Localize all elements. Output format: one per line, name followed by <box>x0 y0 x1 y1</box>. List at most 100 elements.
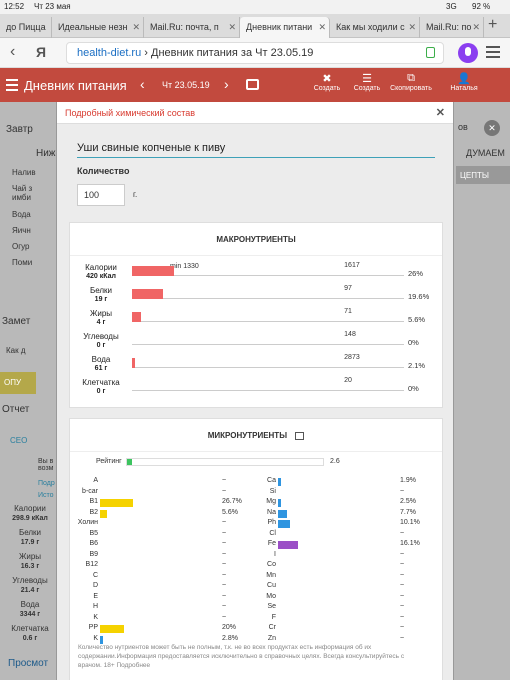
close-icon[interactable]: ✕ <box>408 22 416 32</box>
browser-tab[interactable]: ✕ Mail.Ru: почта, п <box>144 17 240 38</box>
status-date: Чт 23 мая <box>34 2 71 11</box>
nutrient-name: F <box>271 613 276 621</box>
nutrient-name: E <box>93 592 98 600</box>
nutrient-value: ~ <box>222 582 227 589</box>
nutrient-value: ~ <box>400 624 405 631</box>
browser-tab-active[interactable]: ✕ Дневник питани <box>240 17 330 38</box>
macro-percent: 5.6% <box>408 315 426 324</box>
user-menu[interactable]: 👤 Наталья <box>444 72 484 92</box>
micro-footnote: Количество нутриентов может быть не полн… <box>78 644 405 669</box>
browser-tab-bar: до Пицца ✕ Идеальные незн ✕ Mail.Ru: почта… <box>0 14 510 38</box>
copy-button[interactable]: ⧉ Скопировать <box>390 72 432 92</box>
total-value: 0.6 г <box>22 635 38 642</box>
browser-tab[interactable]: ✕ Как мы ходили с <box>330 17 420 38</box>
nutrition-modal: Подробный химический состав ✕ Уши свиные… <box>56 102 454 680</box>
bg-label: Исто <box>38 492 54 499</box>
total-value: 21.4 г <box>20 587 40 594</box>
nutrient-name: Mo <box>266 592 276 600</box>
close-icon[interactable]: ✕ <box>228 22 236 32</box>
close-icon[interactable]: ✕ <box>435 107 445 119</box>
macro-amount: 19 г <box>94 296 108 303</box>
modal-header: Подробный химический состав ✕ <box>57 102 453 124</box>
close-icon[interactable]: ✕ <box>318 22 326 32</box>
quantity-input[interactable]: 100 <box>77 184 125 206</box>
total-value: 298.9 кКал <box>12 515 48 522</box>
macro-name: Клетчатка <box>82 378 120 387</box>
nutrient-value: 26.7% <box>222 498 242 505</box>
nutrient-name: A <box>93 477 98 484</box>
nutrient-name: Zn <box>267 634 276 642</box>
calendar-icon[interactable] <box>246 79 259 90</box>
browser-tab[interactable]: до Пицца <box>0 17 52 38</box>
nutrient-bar <box>278 541 298 549</box>
macro-percent: 0% <box>408 338 419 347</box>
nutrient-name: K <box>93 613 98 621</box>
hamburger-icon[interactable] <box>6 79 18 91</box>
bg-label: Вода <box>12 210 31 219</box>
nutrient-name: B9 <box>89 550 98 558</box>
macro-norm: 20 <box>344 377 352 384</box>
bg-link[interactable]: Просмот <box>8 658 49 669</box>
macronutrients-panel: МАКРОНУТРИЕНТЫ min 1330 Калории 420 кКал 1… <box>69 222 443 408</box>
nutrient-value: ~ <box>400 603 405 610</box>
nutrient-value: ~ <box>222 550 227 558</box>
new-tab-icon[interactable]: + <box>488 16 498 33</box>
voice-search-icon[interactable] <box>458 43 478 63</box>
status-network: 3G <box>446 2 457 11</box>
create-button[interactable]: ☰ Создать <box>353 73 381 92</box>
bg-label: ов <box>458 122 468 132</box>
browser-tab[interactable]: ✕ Mail.Ru: по <box>420 17 484 38</box>
back-icon[interactable]: ‹ <box>10 43 16 60</box>
yandex-logo-icon[interactable]: Я <box>36 44 47 60</box>
prev-day-icon[interactable]: ‹ <box>140 76 145 92</box>
macro-name: Вода <box>91 355 111 364</box>
total-value: 17.9 г <box>20 539 40 546</box>
nutrient-name: C <box>92 571 98 579</box>
nutrient-value: ~ <box>222 592 227 600</box>
nutrient-name: B5 <box>89 529 98 537</box>
nutrient-value: ~ <box>400 613 405 621</box>
url-field[interactable]: health-diet.ru › Дневник питания за Чт 2… <box>66 42 444 64</box>
nutrient-value: ~ <box>222 603 227 610</box>
status-battery: 92 % <box>472 2 491 11</box>
menu-icon[interactable] <box>486 46 500 58</box>
micro-title-row: МИКРОНУТРИЕНТЫ <box>70 431 442 440</box>
bg-tab[interactable]: ЦЕПТЫ <box>456 166 510 184</box>
lock-icon <box>426 47 435 58</box>
bg-label: Огур <box>12 242 30 251</box>
nutrient-value: ~ <box>400 487 405 495</box>
nutrient-value: 2.8% <box>222 634 238 642</box>
macro-name: Углеводы <box>83 332 119 341</box>
user-icon: 👤 <box>457 73 471 85</box>
nutrient-bar <box>100 509 107 518</box>
nutrient-name: Mg <box>266 498 276 505</box>
macro-bar <box>132 289 164 299</box>
bg-label: Чай з имби <box>12 184 33 202</box>
macro-track <box>132 321 404 322</box>
nutrient-bar <box>278 478 281 486</box>
close-icon[interactable]: ✕ <box>132 22 140 32</box>
table-icon[interactable] <box>295 431 305 440</box>
nutrient-value: ~ <box>400 634 405 642</box>
bg-button[interactable]: ОПУ <box>0 372 36 394</box>
nutrient-value: 1.9% <box>400 477 416 484</box>
product-name-field[interactable]: Уши свиные копченые к пиву <box>77 140 435 158</box>
status-time: 12:52 <box>4 2 25 11</box>
nutrient-name: Na <box>267 508 276 516</box>
macro-track <box>132 344 404 345</box>
close-icon[interactable]: ✕ <box>484 120 500 136</box>
address-bar: ‹ Я health-diet.ru › Дневник питания за … <box>0 38 510 68</box>
nutrient-bar <box>278 499 282 507</box>
nutrient-value: ~ <box>222 487 227 495</box>
next-day-icon[interactable]: › <box>224 76 229 92</box>
nutrient-bar <box>100 625 125 633</box>
nutrient-value: ~ <box>400 592 405 600</box>
total-label: Углеводы <box>12 576 48 585</box>
nutrient-value: ~ <box>222 613 227 621</box>
nutrient-value: ~ <box>400 550 405 558</box>
close-icon[interactable]: ✕ <box>472 22 480 32</box>
nutrient-value: ~ <box>400 529 405 537</box>
create-button[interactable]: ✖ Создать <box>313 73 341 92</box>
browser-tab[interactable]: ✕ Идеальные незн <box>52 17 144 38</box>
nutrient-name: H <box>92 603 98 610</box>
